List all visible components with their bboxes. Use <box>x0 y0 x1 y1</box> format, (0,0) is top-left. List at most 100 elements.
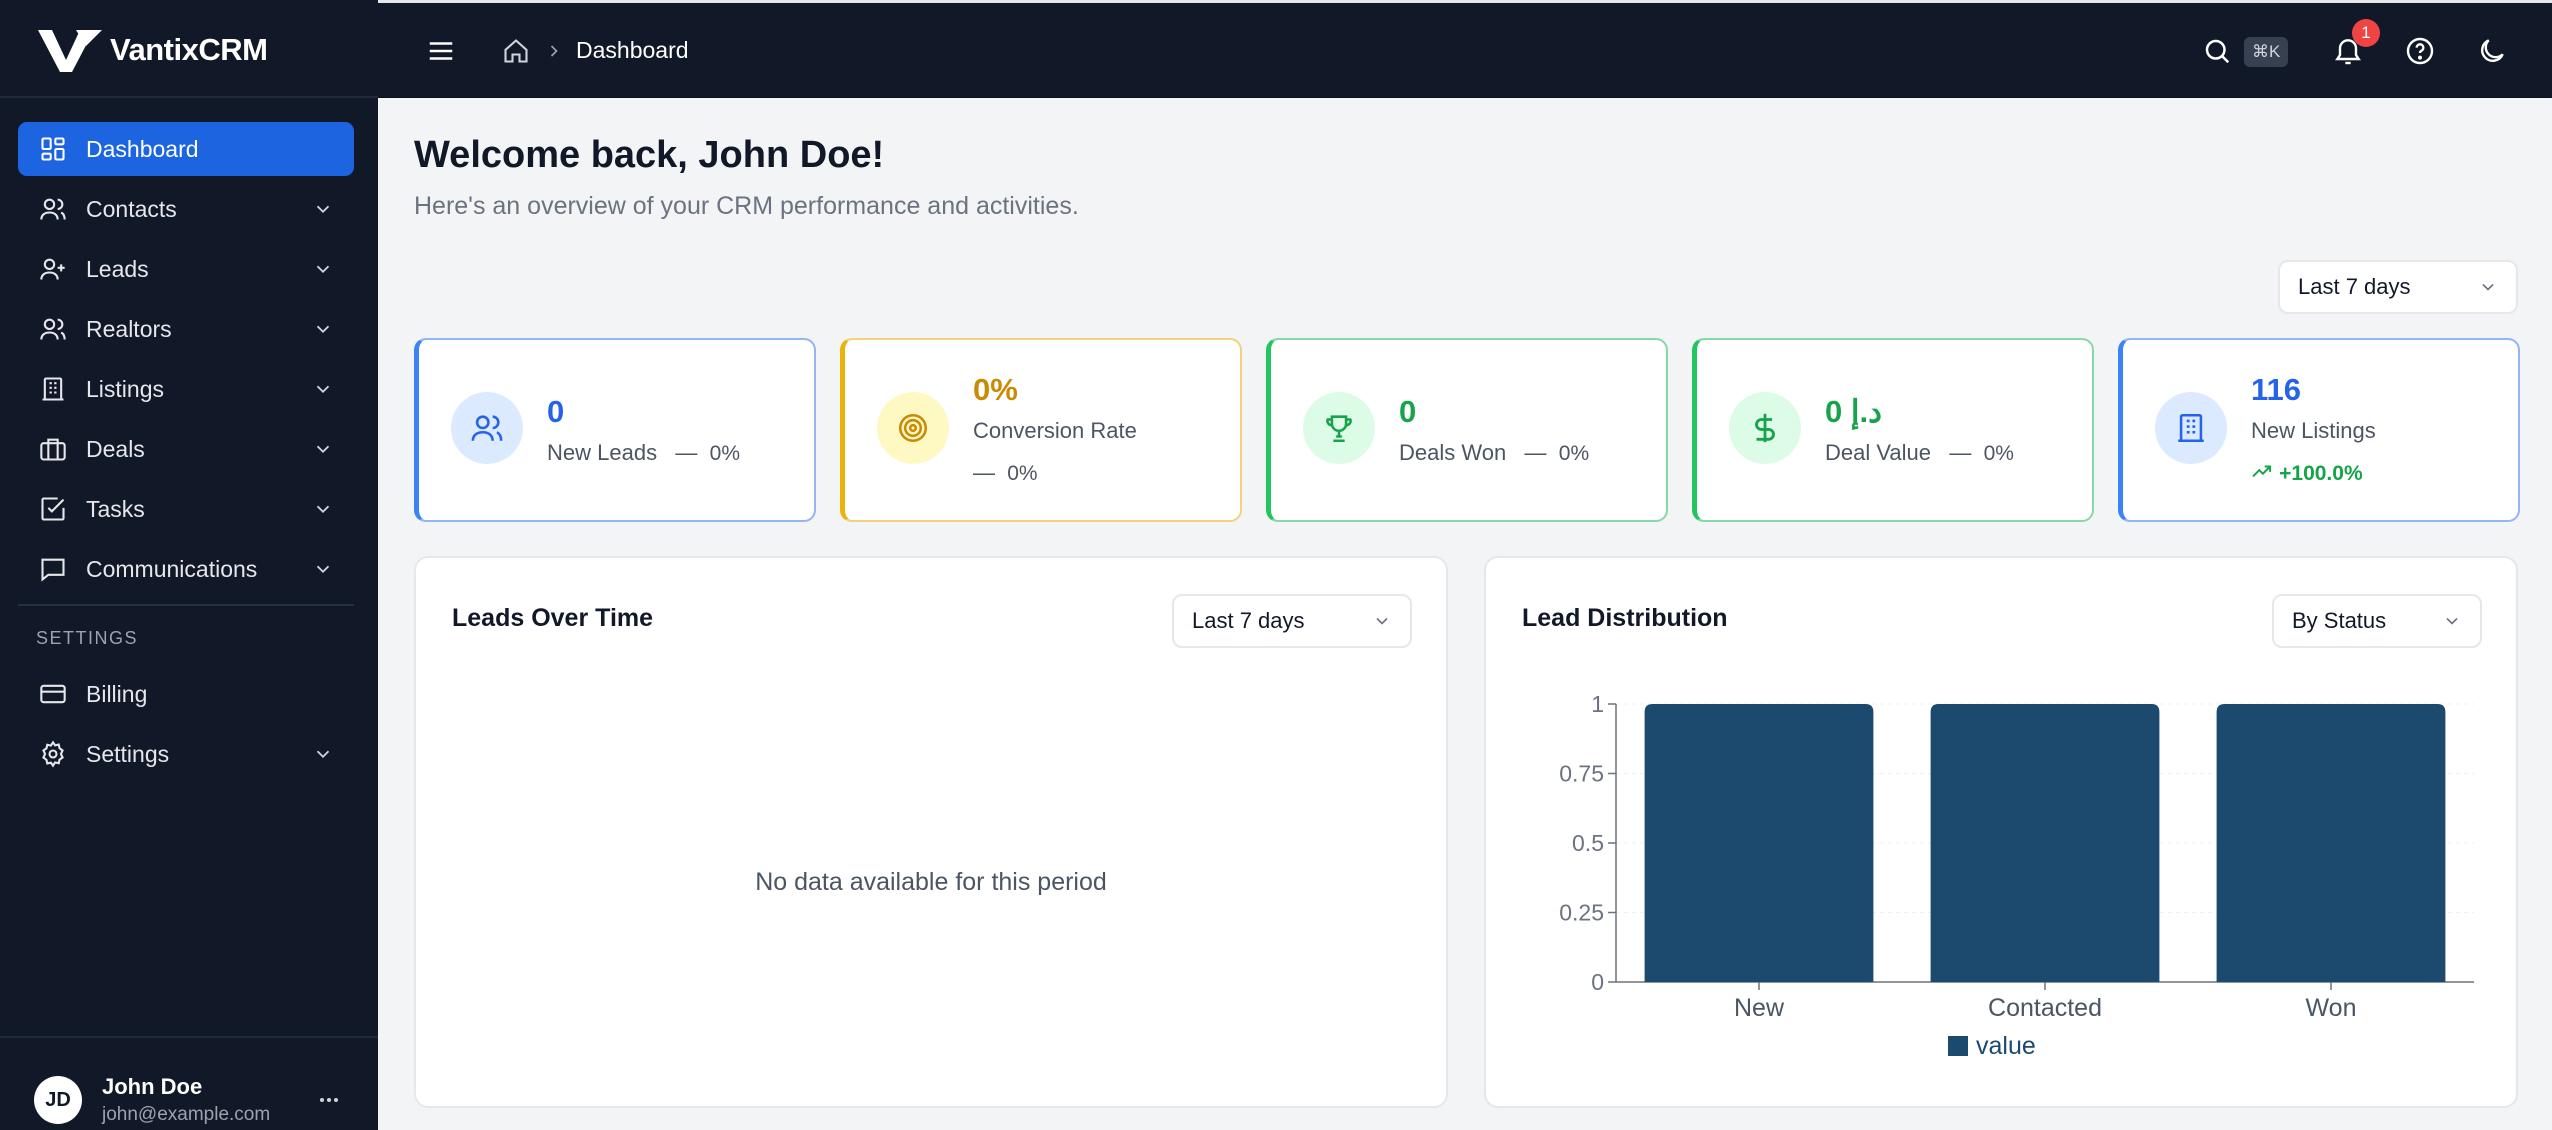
x-tick-label: Won <box>2306 994 2357 1022</box>
neutral-trend-icon: — <box>663 440 704 465</box>
briefcase-icon <box>38 434 68 464</box>
user-profile[interactable]: JD John Doe john@example.com <box>34 1072 344 1128</box>
leads-over-time-panel: Leads Over Time Last 7 days No data avai… <box>414 556 1448 1108</box>
sidebar-item-contacts[interactable]: Contacts <box>18 182 354 236</box>
help-icon[interactable] <box>2404 35 2436 67</box>
trophy-icon <box>1303 392 1375 464</box>
sidebar-item-listings[interactable]: Listings <box>18 362 354 416</box>
trending-up-icon <box>2252 465 2272 478</box>
stat-card-deals-won[interactable]: 0 Deals Won — 0% <box>1266 338 1668 522</box>
sidebar: VantixCRM Dashboard Contacts Leads <box>0 0 378 1130</box>
sidebar-divider <box>0 1036 378 1038</box>
sidebar-item-tasks[interactable]: Tasks <box>18 482 354 536</box>
sidebar-item-settings[interactable]: Settings <box>18 727 354 781</box>
sidebar-item-leads[interactable]: Leads <box>18 242 354 296</box>
y-tick-label: 1 <box>1591 691 1604 717</box>
avatar: JD <box>34 1076 82 1124</box>
chevron-down-icon <box>316 325 330 334</box>
sidebar-item-dashboard[interactable]: Dashboard <box>18 122 354 176</box>
user-email: john@example.com <box>102 1104 271 1125</box>
sidebar-item-communications[interactable]: Communications <box>18 542 354 596</box>
period-select-value: Last 7 days <box>2298 274 2411 299</box>
stat-card-new-listings[interactable]: 116 New Listings +100.0% <box>2118 338 2520 522</box>
stat-label: New Listings <box>2251 418 2376 443</box>
y-tick-label: 0.5 <box>1572 830 1604 856</box>
legend-swatch <box>1948 1036 1968 1056</box>
sidebar-item-realtors[interactable]: Realtors <box>18 302 354 356</box>
legend-label: value <box>1976 1032 2036 1060</box>
stat-label: Deal Value — 0% <box>1825 440 2014 466</box>
building-icon <box>38 374 68 404</box>
sidebar-item-label: Listings <box>86 375 164 402</box>
empty-state-message: No data available for this period <box>755 868 1107 896</box>
x-tick-label: Contacted <box>1988 994 2102 1022</box>
stat-label-text: Deals Won <box>1399 440 1507 465</box>
sidebar-item-label: Billing <box>86 680 148 707</box>
app-logo[interactable]: VantixCRM <box>36 26 268 74</box>
neutral-trend-icon: — <box>1512 440 1553 465</box>
stat-label: New Leads — 0% <box>547 440 740 466</box>
chevron-down-icon <box>316 205 330 214</box>
chevron-right-icon <box>550 45 558 57</box>
sidebar-item-label: Tasks <box>86 495 145 522</box>
stat-change-row: — 0% <box>973 460 1038 486</box>
bar-won <box>2216 704 2446 982</box>
search-icon[interactable] <box>2202 36 2232 66</box>
sidebar-item-label: Deals <box>86 435 145 462</box>
check-square-icon <box>38 494 68 524</box>
stat-change: +100.0% <box>2279 462 2363 485</box>
stat-card-new-leads[interactable]: 0 New Leads — 0% <box>414 338 816 522</box>
sidebar-item-deals[interactable]: Deals <box>18 422 354 476</box>
users-icon <box>451 392 523 464</box>
dollar-icon <box>1729 392 1801 464</box>
stat-label: Deals Won — 0% <box>1399 440 1589 466</box>
sidebar-item-label: Leads <box>86 255 149 282</box>
sidebar-item-billing[interactable]: Billing <box>18 667 354 721</box>
y-tick-label: 0.75 <box>1559 761 1604 787</box>
stat-change: 0% <box>1983 442 2014 465</box>
stat-change: 0% <box>1558 442 1590 465</box>
user-name: John Doe <box>102 1074 203 1099</box>
distribution-group-select-value: By Status <box>2292 608 2387 633</box>
credit-card-icon <box>38 679 68 709</box>
moon-icon[interactable] <box>2476 35 2508 67</box>
chevron-down-icon <box>2446 617 2458 625</box>
message-icon <box>38 554 68 584</box>
stat-value: 0 د.إ <box>1825 394 1882 429</box>
lead-distribution-panel: Lead Distribution By Status 0 0.25 0.5 0.75… <box>1484 556 2518 1108</box>
hamburger-menu-icon[interactable] <box>426 36 456 66</box>
sidebar-nav: Dashboard Contacts Leads Realtors <box>18 122 354 787</box>
chevron-down-icon <box>316 445 330 454</box>
period-select[interactable]: Last 7 days <box>2278 260 2518 314</box>
more-options-icon[interactable] <box>314 1085 344 1115</box>
stat-card-deal-value[interactable]: 0 د.إ Deal Value — 0% <box>1692 338 2094 522</box>
leads-period-select[interactable]: Last 7 days <box>1172 594 1412 648</box>
building-icon <box>2155 392 2227 464</box>
y-tick-label: 0.25 <box>1559 900 1604 926</box>
app-name: VantixCRM <box>110 32 268 67</box>
stat-card-conversion-rate[interactable]: 0% Conversion Rate — 0% <box>840 338 1242 522</box>
users-icon <box>38 314 68 344</box>
leads-period-select-value: Last 7 days <box>1192 608 1305 633</box>
distribution-group-select[interactable]: By Status <box>2272 594 2482 648</box>
chevron-down-icon <box>316 565 330 574</box>
x-tick-label: New <box>1734 994 1785 1022</box>
home-icon[interactable] <box>502 37 530 65</box>
stat-value: 0 <box>547 394 565 429</box>
logo-mark-icon <box>38 30 102 72</box>
bell-icon[interactable] <box>2332 35 2364 67</box>
user-plus-icon <box>38 254 68 284</box>
stat-value: 0 <box>1399 394 1417 429</box>
page-subtitle: Here's an overview of your CRM performan… <box>414 192 1079 220</box>
search-shortcut-badge: ⌘K <box>2244 37 2289 67</box>
neutral-trend-icon: — <box>973 460 1002 485</box>
sidebar-item-label: Contacts <box>86 195 177 222</box>
stat-change-row: +100.0% <box>2251 460 2363 486</box>
stat-label: Conversion Rate <box>973 418 1137 443</box>
chevron-down-icon <box>316 750 330 759</box>
stat-label-text: New Leads <box>547 440 658 465</box>
chevron-down-icon <box>316 265 330 274</box>
neutral-trend-icon: — <box>1937 440 1978 465</box>
sidebar-item-label: Dashboard <box>86 135 199 162</box>
chevron-down-icon <box>1376 617 1388 625</box>
